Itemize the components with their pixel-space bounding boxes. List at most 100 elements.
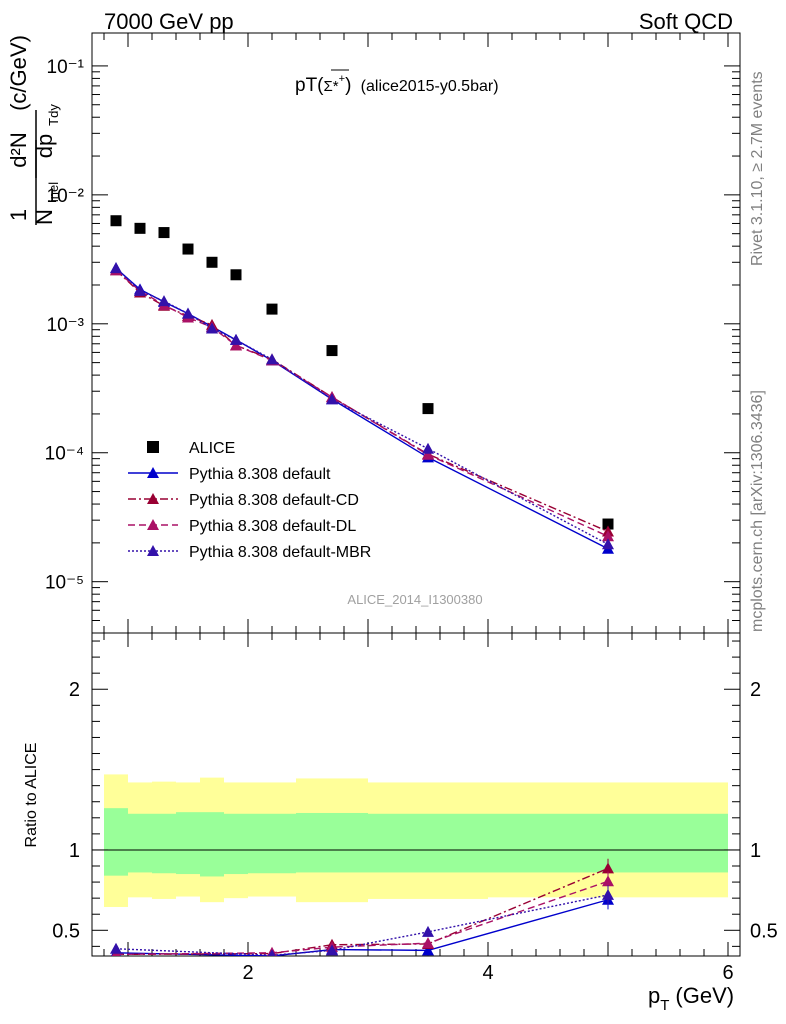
ratio-series-clip — [110, 858, 614, 956]
y-tick-label: 10⁻⁴ — [45, 444, 84, 465]
ratio-series-line — [115, 899, 609, 956]
data-point-triangle — [422, 448, 434, 460]
ratio-band-green — [248, 813, 296, 874]
ratio-data-point — [422, 925, 434, 937]
data-point-triangle — [158, 295, 170, 307]
main-series-2 — [110, 264, 614, 537]
data-point-triangle — [422, 442, 434, 454]
ratio-data-point — [422, 944, 434, 956]
ratio-band-green — [176, 812, 200, 875]
data-point-square — [158, 227, 170, 239]
mcplots-label: mcplots.cern.ch [arXiv:1306.3436] — [749, 390, 766, 632]
ratio-band-green — [128, 813, 152, 873]
analysis-watermark: ALICE_2014_I1300380 — [347, 592, 482, 607]
ylabel-unit: (c/GeV) — [6, 35, 31, 111]
ratio-series-3 — [110, 885, 614, 956]
chart-plot-area: 2 4 6 10⁻⁵ 10⁻⁴ 10⁻³ 10⁻² 10⁻¹ 0.5 0.5 1 1 2 2 ALICE Py… — [45, 32, 778, 984]
ratio-y-tick-label: 0.5 — [52, 920, 80, 942]
data-point-square — [230, 269, 242, 281]
legend-marker-triangle — [147, 467, 159, 478]
data-point-square — [266, 303, 278, 315]
series-line — [115, 269, 609, 533]
legend-label: Pythia 8.308 default — [189, 466, 331, 483]
data-point-triangle — [230, 333, 242, 345]
data-point-square — [326, 345, 338, 357]
ylabel-tdy: Tdy — [46, 104, 61, 126]
plot-title-close: ) — [345, 75, 351, 96]
ratio-band-green — [368, 813, 488, 873]
data-point-triangle — [602, 530, 614, 542]
legend-marker-triangle — [147, 545, 159, 556]
data-point-triangle — [326, 393, 338, 405]
ratio-data-point — [268, 949, 276, 956]
ratio-y-tick-label-right: 0.5 — [750, 920, 778, 942]
legend: ALICE Pythia 8.308 default Pythia 8.308 de… — [128, 440, 371, 561]
plot-title-extra: (alice2015-y0.5bar) — [361, 78, 499, 95]
legend-marker-square — [147, 441, 159, 453]
x-axis-label: pT (GeV) — [648, 983, 734, 1014]
data-point-triangle — [110, 262, 122, 274]
ratio-y-tick-label-right: 2 — [750, 679, 761, 701]
x-axis-label-main: p — [648, 983, 660, 1008]
ratio-data-point — [110, 942, 122, 954]
ylabel-one: 1 — [6, 209, 31, 221]
ratio-y-tick-label: 2 — [69, 679, 80, 701]
main-series-1 — [110, 262, 614, 554]
data-point-square — [110, 215, 122, 227]
legend-marker-triangle — [147, 519, 159, 530]
data-point-triangle — [182, 307, 194, 319]
main-series-4 — [110, 262, 614, 550]
ratio-data-point — [602, 888, 614, 900]
data-point-square — [206, 256, 218, 268]
data-point-triangle — [602, 538, 614, 550]
main-plot-frame — [91, 32, 741, 634]
main-y-axis-label: 1 N inel d²N dp Tdy (c/GeV) — [6, 35, 61, 225]
header-left: 7000 GeV pp — [104, 9, 234, 34]
data-point-square — [182, 243, 194, 255]
x-tick-label: 4 — [482, 962, 493, 984]
legend-marker-triangle — [147, 493, 159, 504]
legend-label: Pythia 8.308 default-DL — [189, 518, 356, 535]
legend-label: Pythia 8.308 default-CD — [189, 492, 359, 509]
ratio-band-green — [152, 813, 176, 874]
ratio-band-green — [200, 812, 224, 877]
main-series-0 — [110, 215, 614, 530]
plot-title-sup: + — [339, 73, 345, 85]
y-tick-label: 10⁻⁵ — [45, 573, 84, 594]
y-tick-label: 10⁻¹ — [47, 57, 85, 78]
ratio-band-green — [224, 813, 248, 875]
plot-title-particle: Σ* — [324, 78, 339, 95]
header-right: Soft QCD — [639, 9, 733, 34]
x-tick-label: 6 — [722, 962, 733, 984]
plot-title-main: pT( — [295, 75, 324, 96]
y-tick-label: 10⁻² — [47, 186, 85, 207]
ratio-data-point — [602, 875, 614, 887]
plot-title: pT(Σ*+) (alice2015-y0.5bar) — [295, 73, 499, 96]
ratio-data-point — [602, 862, 614, 874]
legend-label: ALICE — [189, 440, 235, 457]
ylabel-d2n: d²N — [6, 132, 31, 167]
main-series-group — [110, 215, 614, 554]
y-tick-label: 10⁻³ — [47, 315, 85, 336]
main-series-3 — [110, 264, 614, 542]
ylabel-dp: dp — [32, 134, 57, 158]
x-tick-label: 2 — [242, 962, 253, 984]
ratio-series-group — [110, 858, 614, 956]
ratio-y-axis-label: Ratio to ALICE — [23, 743, 40, 848]
legend-label: Pythia 8.308 default-MBR — [189, 544, 371, 561]
data-point-triangle — [266, 353, 278, 365]
ylabel-n: N — [32, 209, 57, 225]
data-point-triangle — [134, 284, 146, 296]
x-axis-label-sub: T — [660, 997, 669, 1014]
rivet-version-label: Rivet 3.1.10, ≥ 2.7M events — [749, 71, 766, 266]
ratio-y-tick-label: 1 — [69, 840, 80, 862]
x-axis-label-unit: (GeV) — [675, 983, 734, 1008]
ylabel-inel: inel — [46, 182, 61, 202]
data-point-square — [422, 403, 434, 415]
ratio-band-green — [104, 808, 128, 876]
data-point-triangle — [206, 322, 218, 334]
data-point-square — [602, 518, 614, 530]
ratio-band-green — [296, 812, 368, 873]
data-point-square — [134, 222, 146, 234]
